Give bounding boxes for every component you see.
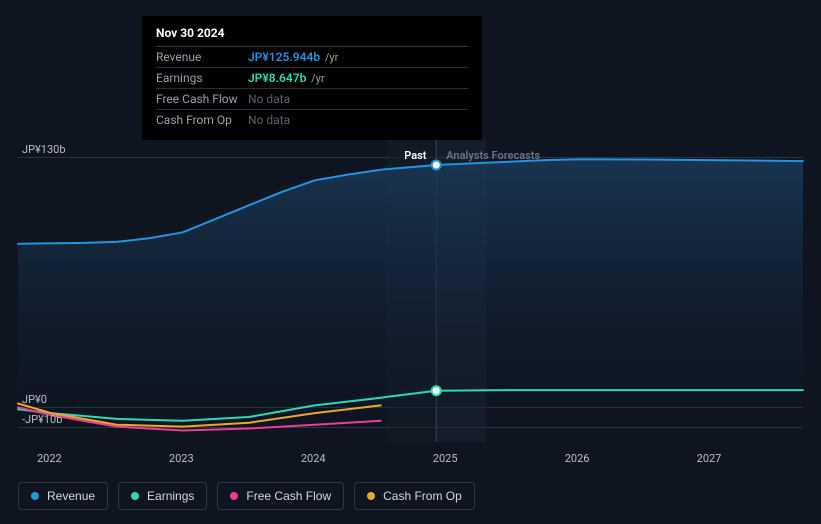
x-axis-label: 2027 [697, 452, 722, 465]
tooltip-metric-label: Free Cash Flow [156, 92, 248, 106]
tooltip: Nov 30 2024 RevenueJP¥125.944b /yrEarnin… [142, 16, 482, 140]
x-axis-label: 2026 [565, 452, 590, 465]
forecast-label: Analysts Forecasts [446, 149, 540, 162]
legend-dot-icon [230, 492, 238, 500]
past-label: Past [404, 149, 426, 162]
tooltip-metric-value: No data [248, 92, 290, 106]
tooltip-metric-value: No data [248, 113, 290, 127]
tooltip-metric-value: JP¥125.944b /yr [248, 50, 338, 64]
legend: Revenue Earnings Free Cash Flow Cash From O… [18, 482, 475, 510]
tooltip-row: Cash From OpNo data [156, 110, 468, 130]
tooltip-metric-label: Revenue [156, 50, 248, 64]
tooltip-metric-label: Earnings [156, 71, 248, 85]
x-axis-label: 2024 [301, 452, 326, 465]
tooltip-metric-value: JP¥8.647b /yr [248, 71, 325, 85]
tooltip-metric-label: Cash From Op [156, 113, 248, 127]
legend-item[interactable]: Revenue [18, 482, 108, 510]
legend-item[interactable]: Free Cash Flow [217, 482, 344, 510]
y-axis-label: -JP¥10b [22, 413, 62, 426]
marker-dot [432, 161, 441, 170]
legend-dot-icon [367, 492, 375, 500]
financials-chart: JP¥130b JP¥0 -JP¥10b 2022 2023 2024 2025… [0, 0, 821, 524]
y-axis-label: JP¥0 [22, 393, 47, 406]
legend-label: Earnings [147, 489, 194, 503]
x-axis-label: 2023 [169, 452, 194, 465]
legend-label: Cash From Op [383, 489, 462, 503]
x-axis-label: 2025 [433, 452, 458, 465]
tooltip-date: Nov 30 2024 [156, 26, 468, 47]
tooltip-row: Free Cash FlowNo data [156, 89, 468, 110]
tooltip-row: RevenueJP¥125.944b /yr [156, 47, 468, 68]
legend-item[interactable]: Cash From Op [354, 482, 475, 510]
marker-dot [432, 386, 441, 395]
legend-dot-icon [31, 492, 39, 500]
y-axis-label: JP¥130b [22, 143, 66, 156]
legend-label: Revenue [47, 489, 95, 503]
tooltip-row: EarningsJP¥8.647b /yr [156, 68, 468, 89]
x-axis-label: 2022 [37, 452, 62, 465]
legend-item[interactable]: Earnings [118, 482, 207, 510]
legend-label: Free Cash Flow [246, 489, 331, 503]
legend-dot-icon [131, 492, 139, 500]
